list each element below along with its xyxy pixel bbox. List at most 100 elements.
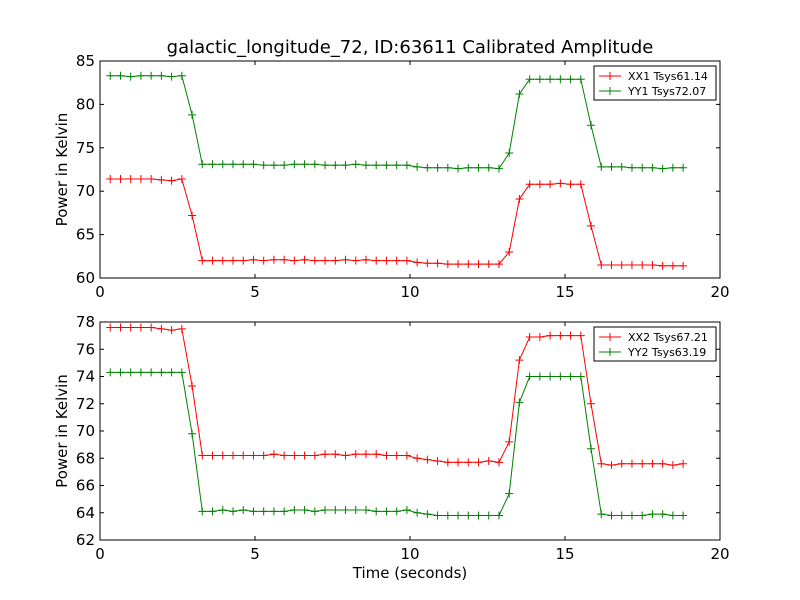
data-point: [535, 180, 544, 189]
data-point: [648, 260, 657, 269]
data-point: [228, 256, 237, 265]
data-point: [198, 507, 207, 516]
y-tick-label-2: 78: [76, 313, 95, 331]
data-point: [556, 75, 565, 84]
data-point: [300, 255, 309, 264]
data-point: [300, 506, 309, 515]
data-point: [290, 160, 299, 169]
legend-label: XX2 Tsys67.21: [628, 331, 708, 344]
data-point: [106, 323, 115, 332]
y-tick-label-1: 65: [76, 226, 95, 244]
data-point: [484, 456, 493, 465]
data-point: [208, 256, 217, 265]
data-point: [566, 372, 575, 381]
data-point: [321, 161, 330, 170]
data-point: [382, 161, 391, 170]
data-point: [321, 450, 330, 459]
y-tick-label-2: 62: [76, 531, 95, 549]
data-point: [474, 260, 483, 269]
y-tick-label-2: 76: [76, 340, 95, 358]
data-point: [331, 506, 340, 515]
data-point: [259, 507, 268, 516]
data-point: [136, 368, 145, 377]
data-point: [679, 459, 688, 468]
data-point: [157, 71, 166, 80]
data-point: [310, 160, 319, 169]
data-point: [413, 162, 422, 171]
data-point: [259, 256, 268, 265]
data-point: [423, 455, 432, 464]
data-point: [464, 260, 473, 269]
data-point: [484, 511, 493, 520]
y-tick-label-2: 70: [76, 422, 95, 440]
x-tick-label-2: 10: [400, 545, 419, 563]
data-point: [454, 164, 463, 173]
data-point: [177, 324, 186, 333]
data-point: [556, 372, 565, 381]
data-point: [361, 161, 370, 170]
x-tick-label-2: 0: [95, 545, 105, 563]
data-point: [423, 163, 432, 172]
data-point: [484, 163, 493, 172]
x-tick-label-2: 15: [555, 545, 574, 563]
data-point: [627, 260, 636, 269]
data-point: [167, 176, 176, 185]
data-point: [494, 511, 503, 520]
data-point: [382, 451, 391, 460]
x-tick-label-1: 10: [400, 283, 419, 301]
data-point: [157, 324, 166, 333]
x-tick-label-1: 20: [710, 283, 729, 301]
y-tick-label-1: 80: [76, 95, 95, 113]
x-tick-label-1: 0: [95, 283, 105, 301]
data-point: [546, 180, 555, 189]
y-tick-label-2: 68: [76, 449, 95, 467]
data-point: [443, 458, 452, 467]
data-point: [464, 163, 473, 172]
data-point: [627, 459, 636, 468]
data-point: [402, 256, 411, 265]
data-point: [136, 323, 145, 332]
data-point: [505, 149, 514, 158]
data-point: [147, 323, 156, 332]
data-point: [351, 450, 360, 459]
data-point: [372, 450, 381, 459]
y-tick-label-2: 64: [76, 504, 95, 522]
legend-marker: [606, 333, 614, 341]
data-point: [668, 261, 677, 270]
data-point: [392, 161, 401, 170]
data-point: [136, 71, 145, 80]
data-point: [228, 507, 237, 516]
data-point: [351, 256, 360, 265]
data-point: [597, 162, 606, 171]
data-point: [402, 161, 411, 170]
data-point: [617, 511, 626, 520]
data-point: [443, 260, 452, 269]
data-point: [116, 323, 125, 332]
data-point: [188, 110, 197, 119]
legend-2: XX2 Tsys67.21 YY2 Tsys63.19: [593, 326, 717, 362]
legend-label: YY1 Tsys72.07: [627, 85, 706, 98]
data-point: [443, 163, 452, 172]
data-point: [167, 326, 176, 335]
data-point: [566, 75, 575, 84]
data-point: [494, 458, 503, 467]
data-point: [382, 256, 391, 265]
legend-label: YY2 Tsys63.19: [627, 346, 706, 359]
data-point: [658, 261, 667, 270]
data-point: [423, 510, 432, 519]
panel-2: 0 5 10 15 20 62 64 66 68 70 72 74 76 78 Power in Kelvi…: [53, 313, 730, 582]
y-tick-label-1: 60: [76, 269, 95, 287]
data-point: [413, 454, 422, 463]
data-point: [566, 331, 575, 340]
data-point: [188, 429, 197, 438]
data-point: [310, 256, 319, 265]
data-point: [402, 506, 411, 515]
data-point: [587, 444, 596, 453]
data-point: [638, 511, 647, 520]
data-point: [607, 461, 616, 470]
figure-title: galactic_longitude_72, ID:63611 Calibrat…: [167, 37, 654, 58]
legend-box-1: [593, 65, 717, 101]
data-point: [126, 368, 135, 377]
panel-1: 0 5 10 15 20 60 65 70 75 80 85 Power in Kelvin XX1 T…: [53, 52, 730, 301]
data-point: [679, 163, 688, 172]
